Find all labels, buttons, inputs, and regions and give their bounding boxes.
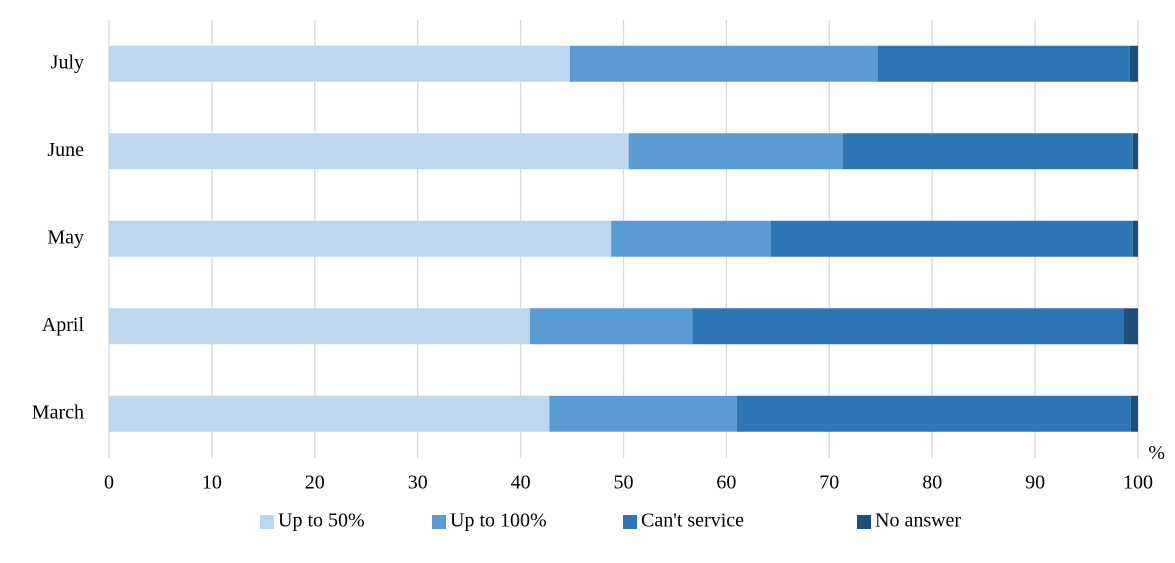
bar-segment: [1132, 220, 1138, 257]
x-tick-label: 80: [922, 472, 942, 494]
legend: Up to 50% Up to 100% Can't service No answe…: [260, 510, 961, 532]
bar-segment: [529, 308, 693, 345]
bar-segment: [549, 395, 737, 432]
x-tick-label: 10: [202, 472, 222, 494]
bar-segment: [1132, 133, 1138, 170]
x-tick-label: 100: [1123, 472, 1153, 494]
bar-segment: [109, 308, 530, 345]
x-tick-label: 50: [614, 472, 634, 494]
legend-swatch: [623, 515, 637, 529]
legend-label: No answer: [875, 510, 961, 532]
bar-segment: [109, 45, 570, 82]
x-tick-labels: 0 10 20 30 40 50 60 70 80 90 100: [104, 472, 1153, 494]
bar-segment: [1130, 395, 1138, 432]
bar-segment: [109, 395, 550, 432]
legend-label: Up to 100%: [450, 510, 547, 532]
category-label: July: [51, 51, 84, 73]
category-labels: July June May April March: [32, 51, 85, 423]
bar-segment: [628, 133, 843, 170]
category-label: June: [47, 139, 84, 161]
bar-segment: [736, 395, 1131, 432]
x-tick-label: 40: [511, 472, 531, 494]
x-tick-label: 90: [1025, 472, 1045, 494]
legend-swatch: [260, 515, 274, 529]
bar-segment: [611, 220, 771, 257]
x-tick-label: 0: [104, 472, 114, 494]
bar-segment: [569, 45, 878, 82]
x-tick-label: 70: [819, 472, 839, 494]
bar-segment: [877, 45, 1130, 82]
x-tick-label: 60: [716, 472, 736, 494]
bar-segment: [1123, 308, 1138, 345]
bar-segment: [109, 220, 612, 257]
bars: [109, 45, 1138, 432]
legend-label: Up to 50%: [278, 510, 365, 532]
bar-segment: [109, 133, 629, 170]
bar-segment: [842, 133, 1133, 170]
x-axis-unit: %: [1148, 442, 1165, 464]
x-tick-label: 30: [408, 472, 428, 494]
x-tick-label: 20: [305, 472, 325, 494]
bar-segment: [692, 308, 1124, 345]
category-label: March: [32, 401, 84, 423]
legend-swatch: [857, 515, 871, 529]
legend-swatch: [432, 515, 446, 529]
bar-segment: [770, 220, 1133, 257]
legend-label: Can't service: [641, 510, 744, 532]
category-label: May: [47, 226, 84, 248]
category-label: April: [42, 314, 85, 336]
bar-segment: [1129, 45, 1138, 82]
